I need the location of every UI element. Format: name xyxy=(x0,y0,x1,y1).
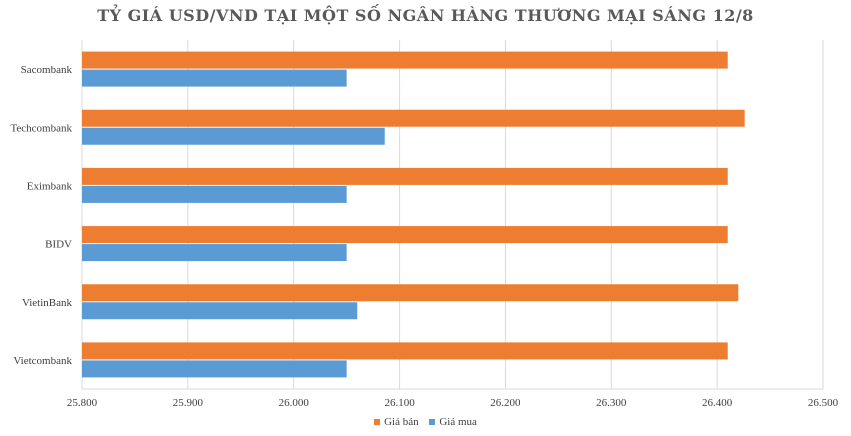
x-tick-label-1: 25.900 xyxy=(173,397,204,409)
legend-label-buy: Giá mua xyxy=(439,416,477,428)
x-tick-label-6: 26.400 xyxy=(702,397,733,409)
x-tick-label-4: 26.200 xyxy=(490,397,521,409)
legend-swatch-sell xyxy=(374,419,381,425)
bar-sell-bidv xyxy=(82,226,728,244)
chart-title: TỶ GIÁ USD/VND TẠI MỘT SỐ NGÂN HÀNG THƯƠ… xyxy=(97,6,754,25)
legend-item-sell: Giá bán xyxy=(374,416,419,428)
category-label-vietcombank: Vietcombank xyxy=(13,355,72,367)
bar-buy-techcombank xyxy=(82,127,385,145)
bar-buy-eximbank xyxy=(82,185,347,203)
bar-buy-vietinbank xyxy=(82,302,358,320)
category-label-sacombank: Sacombank xyxy=(21,64,73,76)
x-tick-label-2: 26.000 xyxy=(279,397,310,409)
category-label-techcombank: Techcombank xyxy=(10,122,72,134)
bar-sell-sacombank xyxy=(82,51,728,69)
x-tick-label-3: 26.100 xyxy=(384,397,415,409)
bar-sell-vietinbank xyxy=(82,284,739,302)
category-label-bidv: BIDV xyxy=(45,239,72,251)
bar-buy-vietcombank xyxy=(82,360,347,378)
x-tick-label-7: 26.500 xyxy=(808,397,839,409)
category-label-eximbank: Eximbank xyxy=(27,180,73,192)
bar-buy-sacombank xyxy=(82,69,347,87)
x-tick-label-0: 25.800 xyxy=(67,397,98,409)
bar-buy-bidv xyxy=(82,244,347,262)
bar-sell-eximbank xyxy=(82,167,728,185)
bar-sell-vietcombank xyxy=(82,342,728,360)
legend: Giá bán Giá mua xyxy=(0,416,851,428)
legend-swatch-buy xyxy=(429,419,436,425)
category-label-vietinbank: VietinBank xyxy=(22,297,73,309)
x-tick-label-5: 26.300 xyxy=(596,397,627,409)
bar-sell-techcombank xyxy=(82,109,745,127)
legend-label-sell: Giá bán xyxy=(384,416,419,428)
legend-item-buy: Giá mua xyxy=(429,416,477,428)
